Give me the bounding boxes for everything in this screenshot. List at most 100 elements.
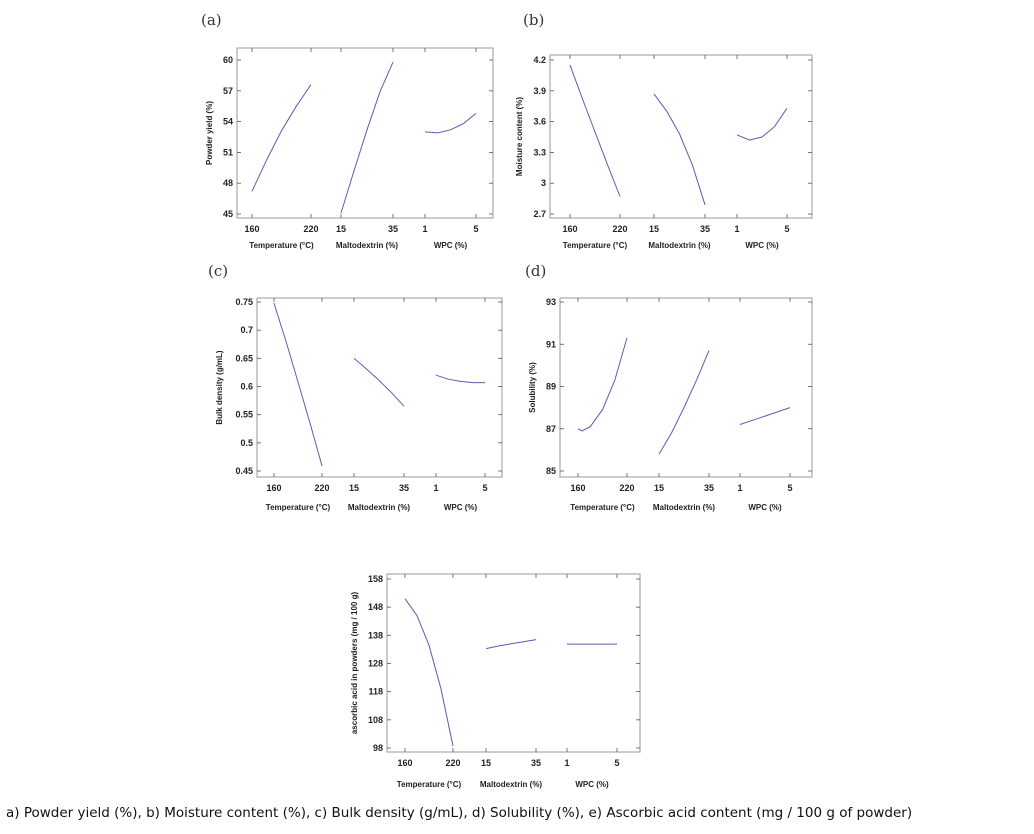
y-tick-label: 0.55 [235, 410, 253, 420]
y-tick-label: 2.7 [533, 209, 546, 219]
x-axis-label: Temperature (°C) [563, 241, 628, 250]
plot-frame [559, 297, 813, 478]
plot-frame [386, 573, 641, 753]
response-curve-temperature [251, 84, 312, 192]
x-tick-label: 5 [784, 224, 789, 234]
x-axis-label: WPC (%) [575, 780, 609, 789]
plot-frame [236, 47, 494, 219]
x-tick-label: 5 [787, 483, 792, 493]
x-tick-label: 35 [388, 224, 398, 234]
chart-panel-5: 98 108 118 128 138 148 158 ascorbic acid in pow… [350, 573, 641, 789]
y-tick-label: 89 [546, 382, 556, 392]
x-axis-label: Temperature (°C) [249, 241, 314, 250]
y-tick-label: 91 [546, 339, 556, 349]
y-tick-label: 0.5 [240, 438, 253, 448]
x-tick-label: 220 [619, 483, 634, 493]
panel-letter: (b) [523, 11, 544, 29]
y-tick-label: 0.75 [235, 297, 253, 307]
y-tick-label: 48 [223, 178, 233, 188]
x-tick-label: 5 [482, 483, 487, 493]
x-tick-label: 220 [314, 483, 329, 493]
y-tick-label: 51 [223, 147, 233, 157]
x-tick-label: 160 [244, 224, 259, 234]
x-axis-label: Temperature (°C) [397, 780, 462, 789]
x-axis-label: WPC (%) [434, 241, 468, 250]
y-tick-label: 45 [223, 209, 233, 219]
y-tick-label: 93 [546, 297, 556, 307]
x-axis-label: WPC (%) [444, 503, 478, 512]
y-tick-label: 85 [546, 466, 556, 476]
y-tick-label: 138 [368, 630, 383, 640]
response-curve-wpc [739, 407, 791, 425]
y-axis-label: Solubility (%) [528, 362, 537, 413]
response-curve-maltodextrin [353, 357, 405, 407]
y-tick-label: 57 [223, 86, 233, 96]
y-axis-label: Moisture content (%) [515, 97, 524, 176]
y-tick-label: 0.7 [240, 325, 253, 335]
x-axis-label: Maltodextrin (%) [348, 503, 411, 512]
response-curve-maltodextrin [340, 61, 394, 214]
y-axis-label: ascorbic acid in powders (mg / 100 g) [350, 592, 359, 735]
response-curve-maltodextrin [658, 350, 710, 455]
x-tick-label: 35 [700, 224, 710, 234]
response-curve-wpc [435, 374, 485, 384]
y-tick-label: 3.3 [533, 147, 546, 157]
response-curve-temperature [569, 64, 621, 197]
y-tick-label: 108 [368, 715, 383, 725]
x-axis-label: Maltodextrin (%) [653, 503, 716, 512]
y-tick-label: 54 [223, 117, 233, 127]
x-tick-label: 1 [734, 224, 739, 234]
x-tick-label: 160 [562, 224, 577, 234]
plot-frame [256, 297, 503, 478]
x-tick-label: 1 [737, 483, 742, 493]
x-axis-label: Temperature (°C) [266, 503, 331, 512]
x-axis-label: Maltodextrin (%) [480, 780, 543, 789]
y-tick-label: 0.6 [240, 382, 253, 392]
y-tick-label: 128 [368, 659, 383, 669]
x-tick-label: 35 [704, 483, 714, 493]
response-curve-maltodextrin [485, 639, 537, 650]
x-axis-label: Maltodextrin (%) [648, 241, 711, 250]
panel-letter: (d) [525, 262, 546, 280]
x-tick-label: 160 [397, 758, 412, 768]
y-tick-label: 87 [546, 424, 556, 434]
y-tick-label: 3.9 [533, 86, 546, 96]
x-tick-label: 160 [266, 483, 281, 493]
response-curve-wpc [736, 108, 788, 141]
response-curve-temperature [577, 337, 628, 432]
y-tick-label: 3.6 [533, 117, 546, 127]
y-tick-label: 0.45 [235, 466, 253, 476]
y-tick-label: 3 [541, 178, 546, 188]
x-axis-label: Temperature (°C) [570, 503, 635, 512]
response-curve-temperature [273, 302, 323, 467]
x-tick-label: 15 [649, 224, 659, 234]
x-tick-label: 1 [564, 758, 569, 768]
x-tick-label: 220 [612, 224, 627, 234]
y-tick-label: 118 [368, 687, 383, 697]
response-curve-maltodextrin [653, 93, 706, 205]
x-axis-label: WPC (%) [745, 241, 779, 250]
x-tick-label: 220 [303, 224, 318, 234]
response-curve-wpc [424, 113, 477, 134]
x-tick-label: 5 [473, 224, 478, 234]
figure-caption: a) Powder yield (%), b) Moisture content… [6, 805, 913, 821]
x-tick-label: 15 [654, 483, 664, 493]
chart-panel-3: (c) 0.45 0.5 0.55 0.6 0.65 0.7 0.75 Bulk density… [208, 262, 503, 512]
y-tick-label: 4.2 [533, 55, 546, 65]
y-axis-label: Powder yield (%) [205, 101, 214, 165]
response-curve-temperature [404, 598, 454, 747]
y-axis-label: Bulk density (g/mL) [215, 350, 224, 425]
y-tick-label: 60 [223, 55, 233, 65]
y-tick-label: 0.65 [235, 353, 253, 363]
x-tick-label: 15 [336, 224, 346, 234]
plot-frame [549, 54, 813, 219]
y-tick-label: 148 [368, 602, 383, 612]
x-tick-label: 5 [614, 758, 619, 768]
x-tick-label: 35 [399, 483, 409, 493]
chart-panel-2: (b) 2.7 3 3.3 3.6 3.9 4.2 Moisture content (%) 1… [515, 11, 813, 250]
y-tick-label: 98 [373, 743, 383, 753]
x-tick-label: 15 [481, 758, 491, 768]
x-tick-label: 35 [531, 758, 541, 768]
